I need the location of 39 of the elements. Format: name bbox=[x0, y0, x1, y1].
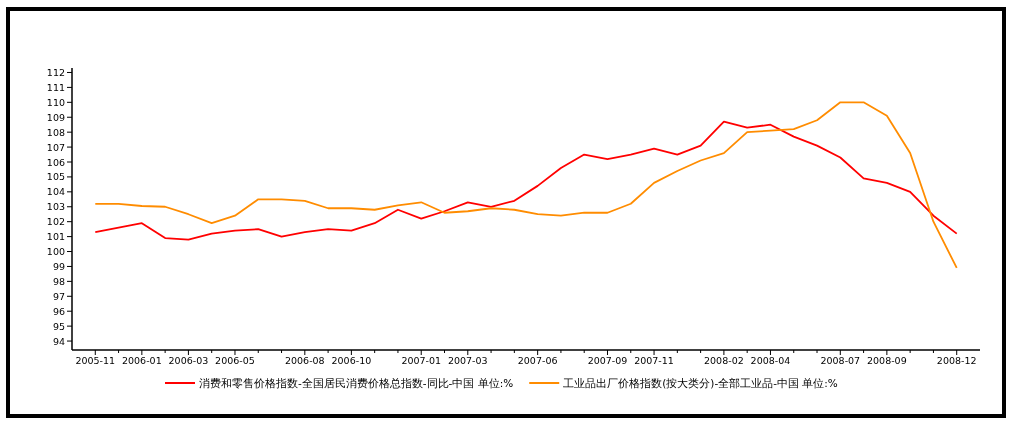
line-series bbox=[94, 101, 958, 269]
x-tick-label: 2008-09 bbox=[867, 355, 907, 366]
y-tick-label: 112 bbox=[46, 66, 65, 78]
y-tick-label: 96 bbox=[52, 305, 65, 317]
x-tick-label: 2008-02 bbox=[704, 355, 744, 366]
x-tick-label: 2006-01 bbox=[121, 355, 162, 366]
x-tick-label: 2008-12 bbox=[936, 355, 977, 366]
x-tick-label: 2007-06 bbox=[517, 355, 558, 366]
y-tick-label: 111 bbox=[46, 81, 65, 93]
x-tick-label: 2007-03 bbox=[447, 355, 488, 366]
y-tick-label: 104 bbox=[46, 186, 65, 198]
y-tick-label: 97 bbox=[52, 290, 65, 302]
x-tick-label: 2008-04 bbox=[750, 355, 791, 366]
y-tick-label: 109 bbox=[46, 111, 65, 123]
y-tick-label: 107 bbox=[46, 141, 65, 153]
y-tick-label: 110 bbox=[46, 96, 65, 108]
x-tick-label: 2006-05 bbox=[215, 355, 255, 366]
y-tick-label: 98 bbox=[52, 275, 65, 287]
y-tick-label: 94 bbox=[52, 335, 65, 347]
x-tick-label: 2006-08 bbox=[284, 355, 325, 366]
line-series bbox=[94, 120, 958, 241]
y-tick-label: 103 bbox=[46, 201, 65, 213]
x-tick-label: 2007-01 bbox=[401, 355, 442, 366]
y-tick-label: 95 bbox=[52, 320, 65, 332]
x-tick-label: 2007-09 bbox=[587, 355, 628, 366]
x-tick-label: 2007-11 bbox=[634, 355, 674, 366]
y-tick-label: 99 bbox=[52, 260, 65, 272]
y-tick-label: 105 bbox=[46, 171, 65, 183]
y-tick-label: 102 bbox=[46, 216, 65, 228]
x-tick-label: 2005-11 bbox=[75, 355, 116, 366]
legend-label: 消费和零售价格指数-全国居民消费价格总指数-同比-中国 单位:% bbox=[199, 377, 514, 389]
x-tick-label: 2006-03 bbox=[168, 355, 209, 366]
y-tick-label: 100 bbox=[46, 246, 65, 258]
legend-label: 工业品出厂价格指数(按大类分)-全部工业品-中国 单位:% bbox=[563, 377, 838, 389]
x-tick-label: 2006-10 bbox=[331, 355, 372, 366]
y-tick-label: 108 bbox=[46, 126, 65, 138]
x-tick-label: 2008-07 bbox=[820, 355, 861, 366]
y-tick-label: 106 bbox=[46, 156, 65, 168]
y-tick-label: 101 bbox=[46, 231, 65, 243]
